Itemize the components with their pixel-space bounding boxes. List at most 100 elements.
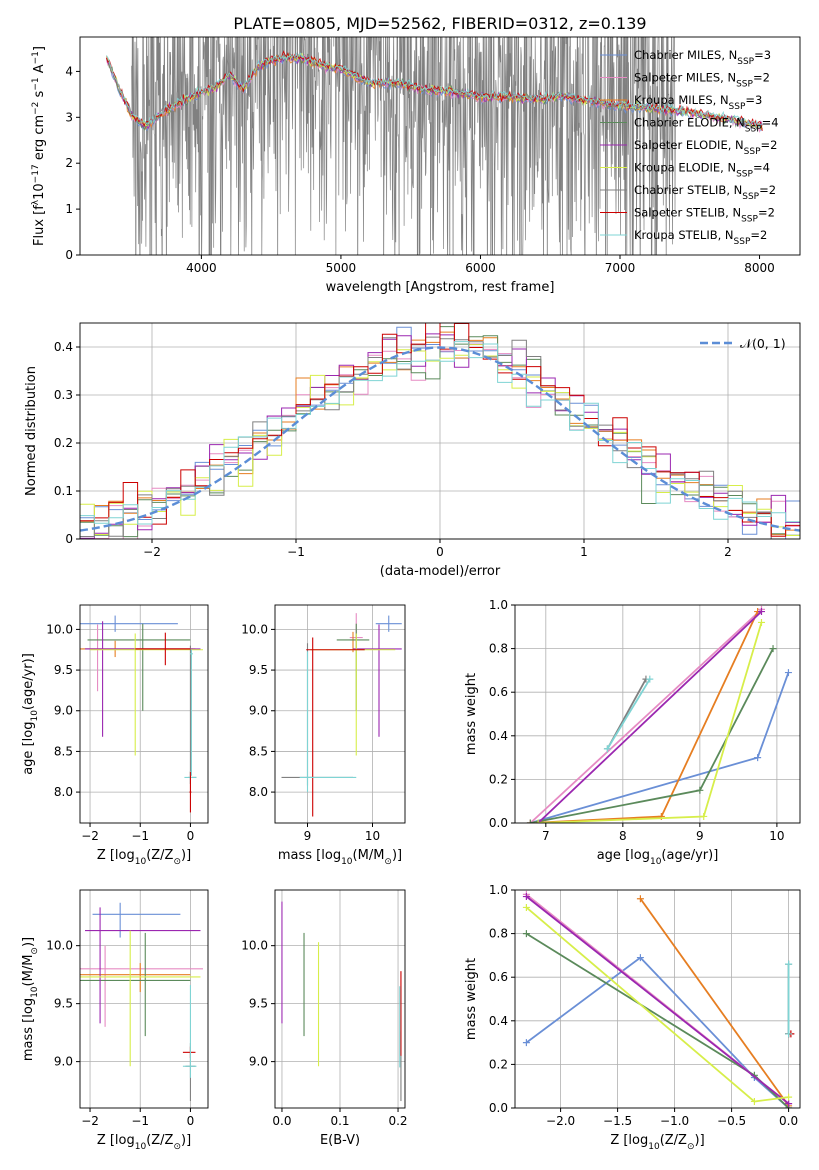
gaussian-curve	[80, 346, 800, 532]
x-tick-label: −2.0	[546, 1114, 575, 1128]
x-tick-label: 0.0	[272, 1114, 291, 1128]
y-axis-label: Normed distribution	[24, 366, 39, 496]
x-tick-label: 7000	[605, 261, 636, 275]
label-text: Kroupa ELODIE, N	[634, 161, 736, 175]
label-text: )]	[21, 937, 36, 947]
label-text: Chabrier STELIB, N	[634, 183, 742, 197]
x-axis-label: E(B-V)	[320, 1133, 360, 1148]
y-tick-label: 0.8	[489, 642, 508, 656]
x-tick-label: 6000	[465, 261, 496, 275]
mwAge-marker-0-1	[754, 754, 762, 762]
x-tick-label: 0	[436, 545, 444, 559]
x-axis-label: Z [log10(Z/Z⊙)]	[97, 1133, 191, 1152]
label-text: =2	[753, 71, 770, 85]
label-text: A	[32, 64, 47, 77]
label-script: SSP	[734, 237, 751, 247]
legend-label-4: Salpeter ELODIE, NSSP=2	[634, 138, 777, 157]
y-tick-label: 0.4	[489, 729, 508, 743]
observed-spectrum-line	[131, 37, 677, 255]
mwAge-marker-3-0	[526, 819, 534, 823]
label-text: ]	[32, 46, 47, 51]
x-tick-label: 5000	[326, 261, 357, 275]
y-tick-label: 9.0	[54, 1055, 73, 1069]
y-tick-label: 10.0	[46, 622, 73, 636]
axes-box	[514, 604, 801, 824]
label-text: Salpeter MILES, N	[634, 71, 736, 85]
label-text: (age/yr)]	[661, 848, 718, 863]
y-tick-label: 0.4	[489, 1014, 508, 1028]
mwAge-marker-7-1	[646, 675, 654, 683]
x-tick-label: −2	[81, 1114, 99, 1128]
x-tick-label: −1	[287, 545, 305, 559]
label-script: ⊙	[173, 857, 181, 867]
axes-frame: −2 −1 0 1 2 0 0.1 0.2 0.3 0.4 (data-model)/error No…	[24, 322, 801, 579]
axes-frame: −2 −1 09.09.510.0Z [log10(Z/Z⊙)]mass [log1…	[21, 889, 209, 1152]
plot-area	[281, 613, 402, 817]
legend-label-1: Salpeter MILES, NSSP=2	[634, 71, 770, 90]
mass-vs-ebv-panel: 0.0 0.1 0.2 9.0 9.5 10.0 E(B-V)	[241, 889, 408, 1148]
y-tick-label: 0.3	[54, 388, 73, 402]
label-text: (Z/Z	[660, 1133, 687, 1148]
legend-label-5: Kroupa ELODIE, NSSP=4	[634, 161, 770, 180]
mwZ-line-4	[525, 895, 790, 1105]
label-text: =2	[761, 138, 778, 152]
label-text: Salpeter ELODIE, N	[634, 138, 744, 152]
label-text: erg cm	[32, 115, 47, 164]
axes-frame: 4000 5000 6000 7000 8000 0 1 2 3 4 wavelength [Ang…	[31, 36, 801, 295]
label-text: 10	[32, 183, 47, 200]
label-script: SSP	[745, 125, 762, 135]
legend-label-0: Chabrier MILES, NSSP=3	[634, 48, 771, 67]
label-script: −1	[31, 51, 41, 64]
y-tick-label: 0.1	[54, 484, 73, 498]
label-text: )]	[695, 1133, 705, 1148]
histogram-7	[80, 323, 800, 539]
label-script: SSP	[736, 80, 753, 90]
label-script: −1	[31, 77, 41, 90]
model-line-8	[106, 52, 763, 129]
label-script: 10	[648, 1142, 660, 1152]
axes-box	[514, 889, 801, 1109]
y-tick-label: 9.0	[249, 704, 268, 718]
y-tick-label: 0	[65, 532, 73, 546]
y-tick-label: 1.0	[489, 883, 508, 897]
mwZ-line-0	[525, 956, 790, 1108]
y-tick-label: 0.2	[489, 1057, 508, 1071]
mass-vs-metallicity-panel: −2 −1 09.09.510.0Z [log10(Z/Z⊙)]mass [log1…	[21, 889, 209, 1152]
label-script: SSP	[729, 102, 746, 112]
y-axis-label: Flux [fλ10−17 erg cm−2 s−1 A−1]	[31, 46, 47, 246]
legend-label-2: Kroupa MILES, NSSP=3	[634, 93, 762, 112]
y-tick-label: 9.0	[54, 704, 73, 718]
age-vs-metallicity-panel: −2 −1 08.08.59.09.510.0Z [log10(Z/Z⊙)]age …	[21, 604, 209, 867]
y-tick-label: 9.5	[249, 997, 268, 1011]
axes-box	[79, 889, 209, 1109]
label-script: 10	[341, 857, 353, 867]
y-tick-label: 10.0	[241, 622, 268, 636]
x-axis-label: Z [log10(Z/Z⊙)]	[97, 848, 191, 867]
x-tick-label: 9	[696, 829, 704, 843]
mwAge-marker-5-0	[534, 819, 542, 823]
x-tick-label: −1	[131, 829, 149, 843]
label-text: )]	[392, 848, 402, 863]
y-tick-label: 0.2	[489, 772, 508, 786]
y-tick-label: 9.5	[249, 663, 268, 677]
label-text: Z [log	[97, 1133, 135, 1148]
x-tick-label: −0.5	[717, 1114, 746, 1128]
plot-area	[522, 890, 795, 1108]
mwZ-line-2	[639, 898, 790, 1107]
x-tick-label: −1.0	[660, 1114, 689, 1128]
legend-label-3: Chabrier ELODIE, NSSP=4	[634, 116, 779, 135]
label-text: (age/yr)]	[21, 653, 36, 710]
gaussian-legend-label: 𝒩(0, 1)	[740, 336, 786, 351]
label-script: SSP	[741, 215, 758, 225]
label-script: ⊙	[30, 947, 40, 955]
y-tick-label: 9.5	[54, 663, 73, 677]
y-tick-label: 3	[65, 110, 73, 124]
plot-area	[80, 323, 800, 539]
label-script: SSP	[736, 170, 753, 180]
x-tick-label: 9	[304, 829, 312, 843]
label-text: (M/M	[21, 955, 36, 987]
label-script: 10	[135, 1142, 147, 1152]
mwZ-marker-4-1	[785, 1100, 793, 1108]
